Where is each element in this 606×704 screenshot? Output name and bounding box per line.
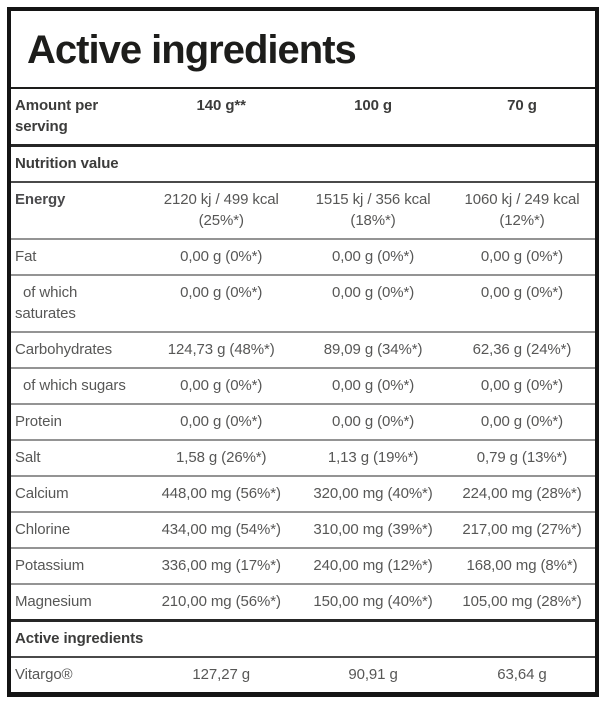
row-value: 105,00 mg (28%*): [448, 583, 595, 621]
table-row-protein: Protein 0,00 g (0%*) 0,00 g (0%*) 0,00 g (0…: [11, 403, 595, 440]
row-value: 1060 kj / 249 kcal (12%*): [448, 181, 595, 239]
table-row-of-which-sugars: of which sugars 0,00 g (0%*) 0,00 g (0%*) 0…: [11, 367, 595, 404]
row-label: Protein: [11, 403, 146, 440]
table-row-of-which-saturates: of which saturates 0,00 g (0%*) 0,00 g (0%…: [11, 274, 595, 332]
table-row-chlorine: Chlorine 434,00 mg (54%*) 310,00 mg (39%*)…: [11, 511, 595, 548]
table-row-energy: Energy 2120 kj / 499 kcal (25%*) 1515 kj /…: [11, 181, 595, 239]
row-value: 434,00 mg (54%*): [145, 511, 298, 548]
row-value: 0,00 g (0%*): [297, 274, 449, 332]
row-value: 0,00 g (0%*): [448, 403, 595, 440]
row-value: 0,00 g (0%*): [448, 274, 595, 332]
row-value: 2120 kj / 499 kcal (25%*): [145, 181, 298, 239]
header-col-70g: 70 g: [507, 97, 537, 114]
row-label: Magnesium: [11, 583, 146, 621]
row-value: 0,00 g (0%*): [145, 403, 298, 440]
table-row-salt: Salt 1,58 g (26%*) 1,13 g (19%*) 0,79 g (13…: [11, 439, 595, 476]
nutrition-table: Amount per serving 140 g** 100 g 70 g Nu…: [11, 89, 595, 692]
table-body: Nutrition value Energy 2120 kj / 499 kcal …: [11, 144, 595, 692]
row-value: 310,00 mg (39%*): [297, 511, 449, 548]
table-row-vitargo: Vitargo® 127,27 g 90,91 g 63,64 g: [11, 656, 595, 692]
row-value: 210,00 mg (56%*): [145, 583, 298, 621]
header-col-140g: 140 g**: [196, 97, 246, 114]
row-label: Carbohydrates: [11, 331, 146, 368]
row-value: 63,64 g: [448, 656, 595, 692]
table-row-carbohydrates: Carbohydrates 124,73 g (48%*) 89,09 g (34%…: [11, 331, 595, 368]
row-value: 448,00 mg (56%*): [145, 475, 298, 512]
row-value: 89,09 g (34%*): [297, 331, 449, 368]
row-label: of which saturates: [11, 274, 146, 332]
section-heading: Active ingredients: [11, 619, 595, 658]
row-value: 224,00 mg (28%*): [448, 475, 595, 512]
row-value: 217,00 mg (27%*): [448, 511, 595, 548]
row-value: 336,00 mg (17%*): [145, 547, 298, 584]
table-row-potassium: Potassium 336,00 mg (17%*) 240,00 mg (12%*…: [11, 547, 595, 584]
section-row-active-ingredients: Active ingredients: [11, 619, 595, 658]
row-label: Energy: [11, 181, 146, 239]
header-amount-per-serving: Amount per serving: [15, 97, 99, 135]
row-value: 124,73 g (48%*): [145, 331, 298, 368]
table-row-magnesium: Magnesium 210,00 mg (56%*) 150,00 mg (40%*…: [11, 583, 595, 621]
table-row-calcium: Calcium 448,00 mg (56%*) 320,00 mg (40%*) 2…: [11, 475, 595, 512]
section-heading: Nutrition value: [11, 144, 595, 183]
row-value: 62,36 g (24%*): [448, 331, 595, 368]
row-label: Fat: [11, 238, 146, 275]
row-label: Vitargo®: [11, 656, 146, 692]
row-value: 127,27 g: [145, 656, 298, 692]
row-value: 90,91 g: [297, 656, 449, 692]
row-label: Potassium: [11, 547, 146, 584]
row-value: 240,00 mg (12%*): [297, 547, 449, 584]
row-value: 0,00 g (0%*): [297, 367, 449, 404]
row-value: 0,00 g (0%*): [145, 367, 298, 404]
nutrition-panel: Active ingredients Amount per serving 14…: [7, 7, 599, 697]
row-value: 0,00 g (0%*): [297, 238, 449, 275]
row-value: 320,00 mg (40%*): [297, 475, 449, 512]
row-label: Calcium: [11, 475, 146, 512]
row-value: 0,00 g (0%*): [448, 238, 595, 275]
row-value: 168,00 mg (8%*): [448, 547, 595, 584]
table-header-row: Amount per serving 140 g** 100 g 70 g: [11, 89, 595, 146]
row-value: 0,79 g (13%*): [448, 439, 595, 476]
section-row-nutrition-value: Nutrition value: [11, 144, 595, 183]
row-value: 150,00 mg (40%*): [297, 583, 449, 621]
row-value: 1,58 g (26%*): [145, 439, 298, 476]
page-title: Active ingredients: [11, 11, 595, 89]
row-value: 0,00 g (0%*): [145, 274, 298, 332]
table-row-fat: Fat 0,00 g (0%*) 0,00 g (0%*) 0,00 g (0%*): [11, 238, 595, 275]
row-value: 0,00 g (0%*): [448, 367, 595, 404]
row-value: 0,00 g (0%*): [145, 238, 298, 275]
row-value: 1,13 g (19%*): [297, 439, 449, 476]
row-label: Salt: [11, 439, 146, 476]
row-value: 0,00 g (0%*): [297, 403, 449, 440]
row-label: Chlorine: [11, 511, 146, 548]
row-value: 1515 kj / 356 kcal (18%*): [297, 181, 449, 239]
row-label: of which sugars: [11, 367, 146, 404]
header-col-100g: 100 g: [354, 97, 392, 114]
